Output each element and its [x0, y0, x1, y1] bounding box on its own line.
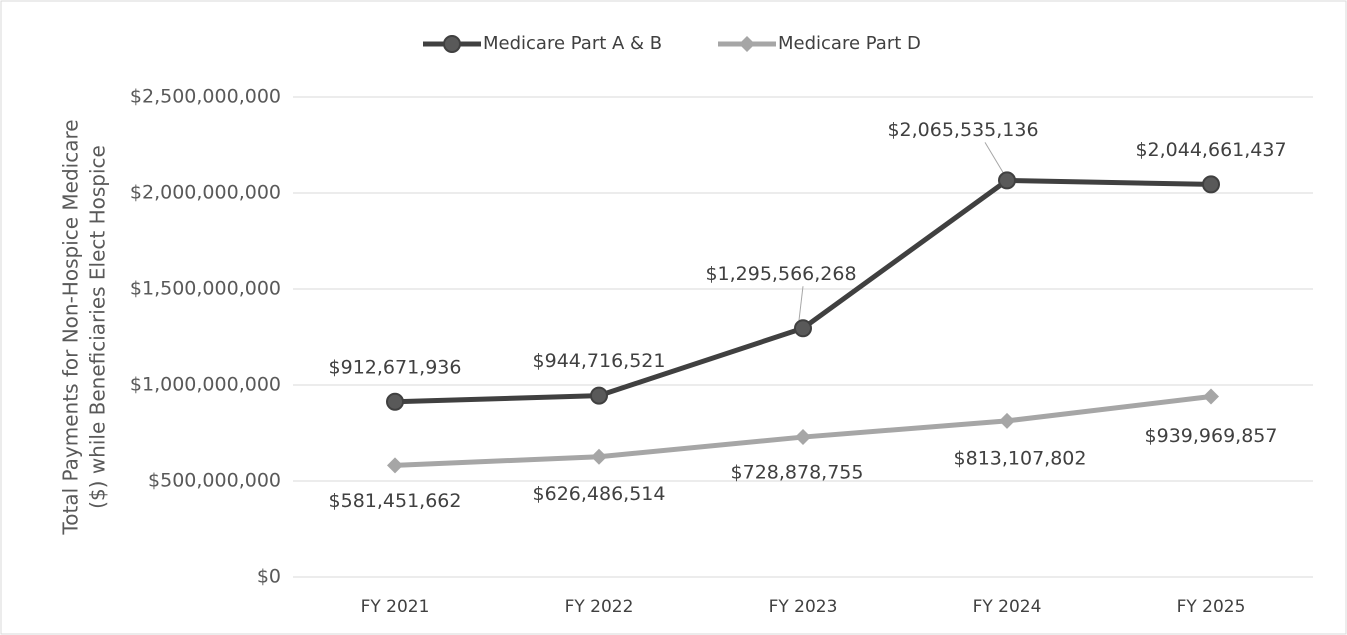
- data-label: $944,716,521: [533, 350, 666, 372]
- data-label: $1,295,566,268: [705, 263, 856, 285]
- data-point: [590, 386, 608, 405]
- x-tick-label: FY 2023: [769, 597, 838, 617]
- data-label: $581,451,662: [329, 490, 462, 512]
- data-label: $912,671,936: [329, 356, 462, 378]
- x-tick-label: FY 2021: [361, 597, 430, 617]
- y-tick-label: $500,000,000: [148, 470, 281, 492]
- y-tick-label: $0: [257, 566, 281, 588]
- data-label: $939,969,857: [1145, 425, 1278, 447]
- legend-marker: [739, 36, 755, 52]
- data-point: [1203, 388, 1219, 405]
- y-axis-title: ($) while Beneficiaries Elect Hospice: [86, 145, 110, 509]
- x-tick-label: FY 2025: [1177, 597, 1246, 617]
- data-label: $626,486,514: [533, 483, 666, 505]
- data-label: $813,107,802: [954, 447, 1087, 469]
- data-point: [591, 448, 607, 465]
- legend-marker: [443, 35, 461, 53]
- y-tick-label: $1,500,000,000: [130, 278, 281, 300]
- data-point: [795, 429, 811, 446]
- y-tick-label: $2,500,000,000: [130, 86, 281, 108]
- data-label: $2,065,535,136: [887, 119, 1038, 141]
- legend-label: Medicare Part A & B: [483, 33, 662, 54]
- data-point: [794, 319, 812, 338]
- x-tick-label: FY 2022: [565, 597, 634, 617]
- data-point: [999, 412, 1015, 429]
- y-tick-label: $1,000,000,000: [130, 374, 281, 396]
- data-point: [1202, 175, 1220, 194]
- leader-line: [798, 286, 804, 321]
- data-point: [386, 392, 404, 411]
- data-point: [998, 171, 1016, 190]
- legend-label: Medicare Part D: [778, 33, 921, 54]
- leader-line: [984, 142, 1004, 173]
- x-tick-label: FY 2024: [973, 597, 1042, 617]
- data-label: $2,044,661,437: [1135, 139, 1286, 161]
- y-axis-title: Total Payments for Non-Hospice Medicare: [59, 119, 83, 535]
- y-tick-label: $2,000,000,000: [130, 182, 281, 204]
- data-label: $728,878,755: [731, 462, 864, 484]
- data-point: [387, 457, 403, 474]
